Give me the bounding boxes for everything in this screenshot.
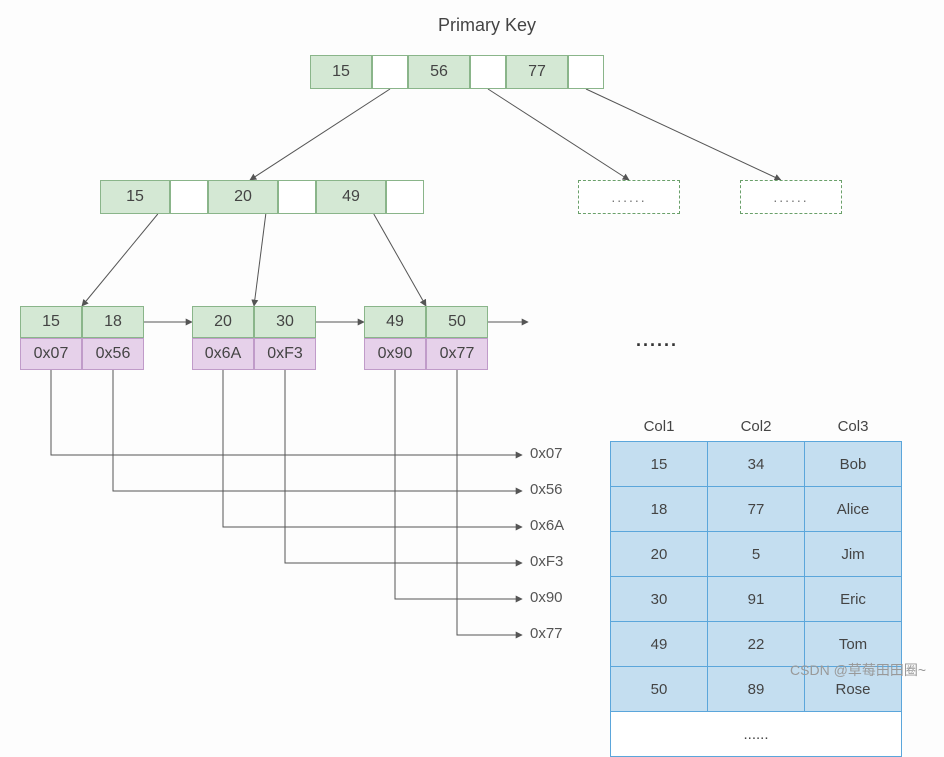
tree-key-cell: 15: [310, 55, 372, 89]
table-header: Col1: [611, 412, 708, 442]
leaf-ellipsis: ......: [636, 330, 678, 351]
table-cell: 30: [611, 577, 708, 622]
table-cell: 5: [708, 532, 805, 577]
table-cell: 20: [611, 532, 708, 577]
diagram-title: Primary Key: [438, 15, 536, 36]
table-cell: 91: [708, 577, 805, 622]
tree-placeholder: ......: [740, 180, 842, 214]
tree-key-cell: 30: [254, 306, 316, 338]
tree-key-cell: [568, 55, 604, 89]
addr-label: 0x90: [530, 589, 563, 606]
addr-label: 0x6A: [530, 517, 564, 534]
tree-key-cell: 20: [192, 306, 254, 338]
table-cell: Eric: [805, 577, 902, 622]
addr-label: 0x56: [530, 481, 563, 498]
table-header: Col3: [805, 412, 902, 442]
tree-key-cell: 77: [506, 55, 568, 89]
tree-key-cell: 50: [426, 306, 488, 338]
leaf-addr-cell: 0x07: [20, 338, 82, 370]
table-cell: 15: [611, 442, 708, 487]
leaf-addr-cell: 0x90: [364, 338, 426, 370]
tree-key-cell: 49: [316, 180, 386, 214]
table-cell: Jim: [805, 532, 902, 577]
table-cell: Alice: [805, 487, 902, 532]
tree-key-cell: [386, 180, 424, 214]
tree-key-cell: [470, 55, 506, 89]
leaf-addr-cell: 0x56: [82, 338, 144, 370]
tree-key-cell: 15: [20, 306, 82, 338]
tree-key-cell: [170, 180, 208, 214]
addr-label: 0x77: [530, 625, 563, 642]
leaf-addr-cell: 0xF3: [254, 338, 316, 370]
table-header: Col2: [708, 412, 805, 442]
tree-key-cell: 15: [100, 180, 170, 214]
tree-placeholder: ......: [578, 180, 680, 214]
table-cell: Bob: [805, 442, 902, 487]
watermark: CSDN @草莓田田圈~: [790, 660, 926, 680]
tree-key-cell: [372, 55, 408, 89]
tree-key-cell: 56: [408, 55, 470, 89]
leaf-addr-cell: 0x6A: [192, 338, 254, 370]
addr-label: 0x07: [530, 445, 563, 462]
tree-key-cell: [278, 180, 316, 214]
table-cell: 50: [611, 667, 708, 712]
table-cell: 18: [611, 487, 708, 532]
table-cell: 34: [708, 442, 805, 487]
table-cell: 77: [708, 487, 805, 532]
leaf-addr-cell: 0x77: [426, 338, 488, 370]
table-footer: ......: [611, 712, 902, 757]
table-cell: 49: [611, 622, 708, 667]
data-table: Col1Col2Col3 1534Bob 1877Alice 205Jim 3091Er…: [610, 412, 902, 757]
tree-key-cell: 18: [82, 306, 144, 338]
addr-label: 0xF3: [530, 553, 563, 570]
tree-key-cell: 20: [208, 180, 278, 214]
tree-key-cell: 49: [364, 306, 426, 338]
